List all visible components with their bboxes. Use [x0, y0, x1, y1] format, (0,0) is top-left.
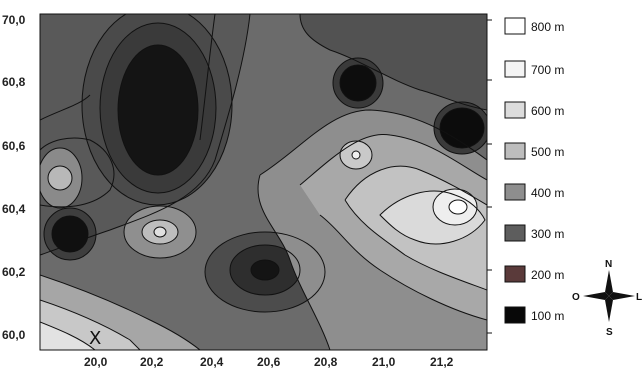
legend-item: 400 m — [504, 183, 564, 201]
compass-north-label: N — [605, 259, 612, 270]
y-tick-label: 60,6 — [2, 139, 26, 153]
x-tick-label: 20,0 — [84, 355, 108, 369]
right-axis-ticks — [487, 19, 492, 334]
legend-label: 300 m — [531, 227, 564, 241]
y-tick-label: 60,4 — [2, 202, 26, 216]
legend-swatch — [504, 60, 526, 78]
x-axis: 20,0 20,2 20,4 20,6 20,8 21,0 21,2 — [84, 355, 454, 369]
legend-swatch — [504, 306, 526, 324]
legend-swatch — [504, 224, 526, 242]
legend-swatch — [504, 265, 526, 283]
contour-plot — [40, 14, 487, 350]
compass-west-label: O — [572, 292, 580, 303]
legend-swatch — [504, 142, 526, 160]
x-tick-label: 21,2 — [430, 355, 454, 369]
x-tick-label: 20,6 — [257, 355, 281, 369]
legend-item: 800 m — [504, 17, 564, 35]
legend-item: 300 m — [504, 224, 564, 242]
legend-label: 700 m — [531, 63, 564, 77]
y-axis: 70,0 60,8 60,6 60,4 60,2 60,0 — [2, 13, 26, 342]
legend-item: 700 m — [504, 60, 564, 78]
x-tick-label: 20,2 — [140, 355, 164, 369]
legend-swatch — [504, 183, 526, 201]
legend-item: 100 m — [504, 306, 564, 324]
legend-label: 600 m — [531, 104, 564, 118]
x-tick-label: 21,0 — [372, 355, 396, 369]
legend-label: 400 m — [531, 186, 564, 200]
location-marker: X — [89, 328, 101, 349]
compass-rose-icon: N S O L — [572, 259, 642, 338]
compass-east-label: L — [636, 292, 642, 303]
legend-item: 600 m — [504, 101, 564, 119]
y-tick-label: 70,0 — [2, 13, 26, 27]
legend-swatch — [504, 17, 526, 35]
legend-label: 200 m — [531, 268, 564, 282]
legend-label: 800 m — [531, 20, 564, 34]
x-tick-label: 20,8 — [314, 355, 338, 369]
x-tick-label: 20,4 — [200, 355, 224, 369]
y-tick-label: 60,8 — [2, 75, 26, 89]
legend-label: 500 m — [531, 145, 564, 159]
y-tick-label: 60,2 — [2, 265, 26, 279]
legend-label: 100 m — [531, 309, 564, 323]
compass-south-label: S — [606, 327, 613, 338]
legend-item: 500 m — [504, 142, 564, 160]
legend-item: 200 m — [504, 265, 564, 283]
elevation-legend: 800 m 700 m 600 m 500 m 400 m 300 m 200 … — [504, 17, 564, 324]
legend-swatch — [504, 101, 526, 119]
y-tick-label: 60,0 — [2, 328, 26, 342]
plot-border — [39, 13, 488, 351]
